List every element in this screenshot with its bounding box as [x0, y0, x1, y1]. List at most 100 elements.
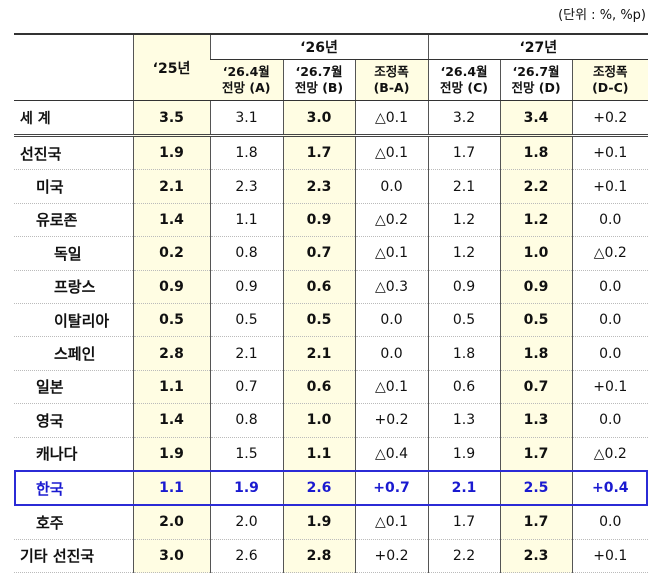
value-cell: +0.4: [571, 469, 649, 507]
value-cell: +0.2: [571, 100, 649, 137]
row-label: 한국: [14, 469, 133, 507]
table-row: 독일 0.2 0.8 0.7 △0.1 1.2 1.0 △0.2: [14, 236, 649, 271]
value-cell: 0.5: [282, 303, 355, 338]
header-cell: ‘26.7월 전망 (D): [499, 59, 573, 101]
value-cell: +0.2: [354, 403, 429, 438]
table-row: 프랑스 0.9 0.9 0.6 △0.3 0.9 0.9 0.0: [14, 270, 649, 304]
header-text: ‘26.7월: [295, 64, 343, 79]
value-cell: 2.3: [209, 169, 283, 204]
value-cell: 2.1: [282, 336, 355, 371]
header-cell: ‘27년: [427, 33, 649, 60]
value-cell: 0.0: [571, 303, 649, 338]
value-cell: 1.2: [427, 203, 501, 238]
table-row: 유로존 1.4 1.1 0.9 △0.2 1.2 1.2 0.0: [14, 203, 649, 238]
value-cell: +0.7: [354, 469, 429, 507]
value-cell: 1.7: [427, 135, 501, 171]
value-cell: 0.9: [132, 270, 210, 304]
value-cell: 1.2: [499, 203, 573, 238]
forecast-table: ‘25년 ‘26년 ‘27년 ‘26.4월 전망 (A) ‘26.7월 전망 (B) 조…: [14, 33, 649, 573]
value-cell: 1.5: [209, 437, 283, 472]
row-label: 캐나다: [14, 437, 133, 472]
value-cell: 1.1: [209, 203, 283, 238]
header-cell: ‘26.4월 전망 (C): [427, 59, 501, 101]
value-cell: 0.0: [354, 303, 429, 338]
value-cell: +0.1: [571, 135, 649, 171]
value-cell: △0.3: [354, 270, 429, 304]
value-cell: 1.7: [282, 135, 355, 171]
table-row: 세 계 3.5 3.1 3.0 △0.1 3.2 3.4 +0.2: [14, 100, 649, 137]
value-cell: 0.5: [427, 303, 501, 338]
row-label: 선진국: [14, 135, 133, 171]
header-cell: [14, 33, 133, 101]
value-cell: 1.0: [499, 236, 573, 271]
value-cell: △0.1: [354, 100, 429, 137]
value-cell: 0.0: [571, 270, 649, 304]
value-cell: 3.2: [427, 100, 501, 137]
value-cell: △0.2: [571, 236, 649, 271]
value-cell: 2.0: [209, 505, 283, 540]
value-cell: 2.5: [499, 469, 573, 507]
header-text: ‘26.7월: [512, 64, 560, 79]
table-row: 호주 2.0 2.0 1.9 △0.1 1.7 1.7 0.0: [14, 505, 649, 540]
value-cell: 1.7: [499, 505, 573, 540]
value-cell: 1.9: [209, 469, 283, 507]
value-cell: 2.2: [427, 539, 501, 573]
row-label: 기타 선진국: [14, 539, 133, 573]
value-cell: △0.2: [354, 203, 429, 238]
header-text: ‘26.4월: [222, 64, 270, 79]
value-cell: 2.1: [427, 469, 501, 507]
value-cell: 2.8: [132, 336, 210, 371]
value-cell: 2.2: [499, 169, 573, 204]
row-label: 미국: [14, 169, 133, 204]
value-cell: 2.1: [427, 169, 501, 204]
value-cell: 3.0: [132, 539, 210, 573]
value-cell: +0.2: [354, 539, 429, 573]
table-row: 한국 1.1 1.9 2.6 +0.7 2.1 2.5 +0.4: [14, 469, 649, 507]
value-cell: 0.9: [427, 270, 501, 304]
value-cell: 0.9: [209, 270, 283, 304]
value-cell: 0.0: [571, 505, 649, 540]
table-body: 세 계 3.5 3.1 3.0 △0.1 3.2 3.4 +0.2 선진국 1.9 1.8 1.7 △0…: [14, 100, 649, 573]
table-row: 이탈리아 0.5 0.5 0.5 0.0 0.5 0.5 0.0: [14, 303, 649, 338]
value-cell: 0.7: [209, 370, 283, 405]
value-cell: △0.4: [354, 437, 429, 472]
value-cell: △0.2: [571, 437, 649, 472]
value-cell: 0.7: [282, 236, 355, 271]
value-cell: 0.0: [354, 169, 429, 204]
value-cell: 1.9: [282, 505, 355, 540]
value-cell: 0.9: [499, 270, 573, 304]
header-text: (D-C): [592, 80, 629, 95]
value-cell: △0.1: [354, 505, 429, 540]
value-cell: 2.3: [499, 539, 573, 573]
header-text: (B-A): [373, 80, 410, 95]
value-cell: 1.9: [132, 135, 210, 171]
value-cell: 0.5: [132, 303, 210, 338]
value-cell: 0.5: [209, 303, 283, 338]
value-cell: 2.3: [282, 169, 355, 204]
value-cell: 1.4: [132, 403, 210, 438]
value-cell: 1.1: [132, 370, 210, 405]
table-row: 스페인 2.8 2.1 2.1 0.0 1.8 1.8 0.0: [14, 336, 649, 371]
row-label: 영국: [14, 403, 133, 438]
unit-note: (단위 : %, %p): [558, 8, 646, 23]
value-cell: +0.1: [571, 169, 649, 204]
value-cell: 1.9: [427, 437, 501, 472]
value-cell: 2.6: [209, 539, 283, 573]
table-row: 선진국 1.9 1.8 1.7 △0.1 1.7 1.8 +0.1: [14, 135, 649, 171]
value-cell: 2.6: [282, 469, 355, 507]
value-cell: △0.1: [354, 370, 429, 405]
header-text: 조정폭: [374, 64, 409, 79]
value-cell: 0.2: [132, 236, 210, 271]
value-cell: 0.0: [354, 336, 429, 371]
header-row: ‘25년 ‘26년 ‘27년: [14, 33, 649, 101]
value-cell: △0.1: [354, 135, 429, 171]
row-label: 세 계: [14, 100, 133, 137]
header-text: 전망 (D): [511, 80, 561, 95]
value-cell: 1.8: [427, 336, 501, 371]
value-cell: 3.5: [132, 100, 210, 137]
value-cell: 3.1: [209, 100, 283, 137]
header-text: 조정폭: [593, 64, 628, 79]
value-cell: 0.6: [282, 370, 355, 405]
value-cell: 2.0: [132, 505, 210, 540]
value-cell: 1.8: [209, 135, 283, 171]
